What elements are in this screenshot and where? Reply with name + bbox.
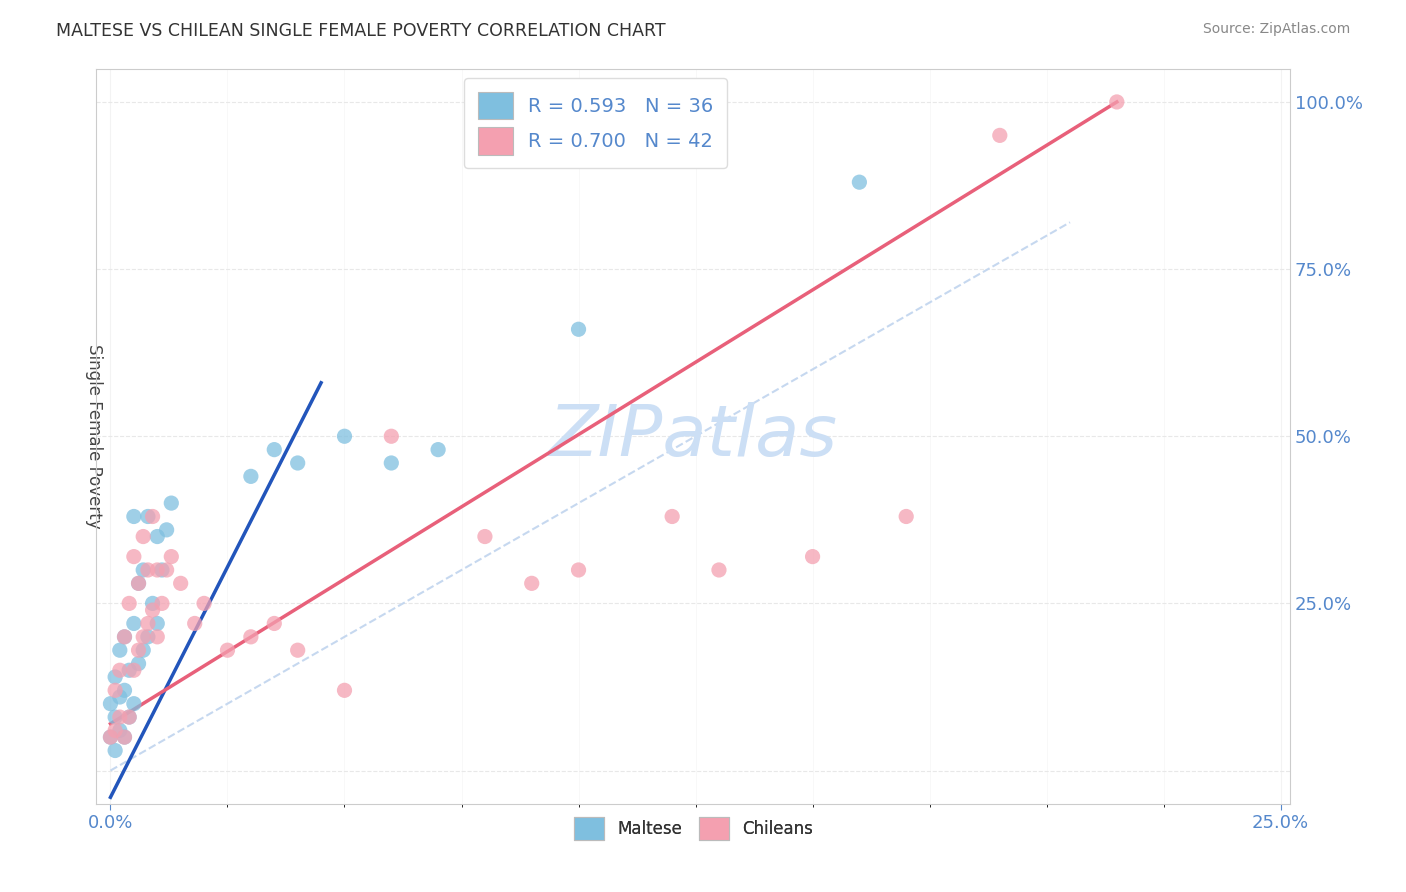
Point: [128, 643, 150, 657]
Point: [114, 630, 136, 644]
Point: [183, 616, 205, 631]
Point: [567, 322, 589, 336]
Point: [263, 616, 285, 631]
Point: [128, 576, 150, 591]
Point: [156, 523, 179, 537]
Point: [122, 616, 145, 631]
Point: [287, 456, 309, 470]
Point: [104, 683, 127, 698]
Point: [136, 563, 159, 577]
Point: [160, 496, 183, 510]
Point: [146, 630, 169, 644]
Point: [988, 128, 1011, 143]
Point: [380, 456, 402, 470]
Point: [122, 697, 145, 711]
Point: [132, 530, 155, 544]
Y-axis label: Single Female Poverty: Single Female Poverty: [86, 344, 103, 529]
Point: [108, 710, 131, 724]
Point: [128, 576, 150, 591]
Point: [118, 596, 141, 610]
Point: [114, 683, 136, 698]
Point: [136, 509, 159, 524]
Point: [122, 663, 145, 677]
Point: [108, 690, 131, 704]
Point: [108, 663, 131, 677]
Point: [193, 596, 215, 610]
Point: [661, 509, 683, 524]
Point: [128, 657, 150, 671]
Point: [520, 576, 543, 591]
Point: [287, 643, 309, 657]
Point: [239, 469, 262, 483]
Point: [263, 442, 285, 457]
Point: [142, 509, 165, 524]
Point: [707, 563, 730, 577]
Legend: Maltese, Chileans: Maltese, Chileans: [567, 810, 820, 847]
Point: [427, 442, 450, 457]
Point: [118, 663, 141, 677]
Point: [156, 563, 179, 577]
Point: [122, 549, 145, 564]
Point: [104, 743, 127, 757]
Point: [146, 563, 169, 577]
Text: Source: ZipAtlas.com: Source: ZipAtlas.com: [1202, 22, 1350, 37]
Text: MALTESE VS CHILEAN SINGLE FEMALE POVERTY CORRELATION CHART: MALTESE VS CHILEAN SINGLE FEMALE POVERTY…: [56, 22, 666, 40]
Point: [142, 596, 165, 610]
Point: [848, 175, 870, 189]
Point: [801, 549, 824, 564]
Point: [100, 697, 122, 711]
Point: [118, 710, 141, 724]
Point: [132, 643, 155, 657]
Point: [114, 630, 136, 644]
Point: [380, 429, 402, 443]
Text: ZIPatlas: ZIPatlas: [548, 401, 838, 471]
Point: [100, 730, 122, 744]
Point: [132, 563, 155, 577]
Point: [104, 710, 127, 724]
Point: [100, 730, 122, 744]
Point: [1105, 95, 1128, 109]
Point: [146, 616, 169, 631]
Point: [217, 643, 239, 657]
Point: [136, 630, 159, 644]
Point: [333, 683, 356, 698]
Point: [474, 530, 496, 544]
Point: [567, 563, 589, 577]
Point: [104, 670, 127, 684]
Point: [239, 630, 262, 644]
Point: [132, 630, 155, 644]
Point: [108, 723, 131, 738]
Point: [118, 710, 141, 724]
Point: [142, 603, 165, 617]
Point: [169, 576, 191, 591]
Point: [150, 596, 173, 610]
Point: [114, 730, 136, 744]
Point: [122, 509, 145, 524]
Point: [104, 723, 127, 738]
Point: [160, 549, 183, 564]
Point: [114, 730, 136, 744]
Point: [333, 429, 356, 443]
Point: [150, 563, 173, 577]
Point: [146, 530, 169, 544]
Point: [108, 643, 131, 657]
Point: [896, 509, 918, 524]
Point: [136, 616, 159, 631]
